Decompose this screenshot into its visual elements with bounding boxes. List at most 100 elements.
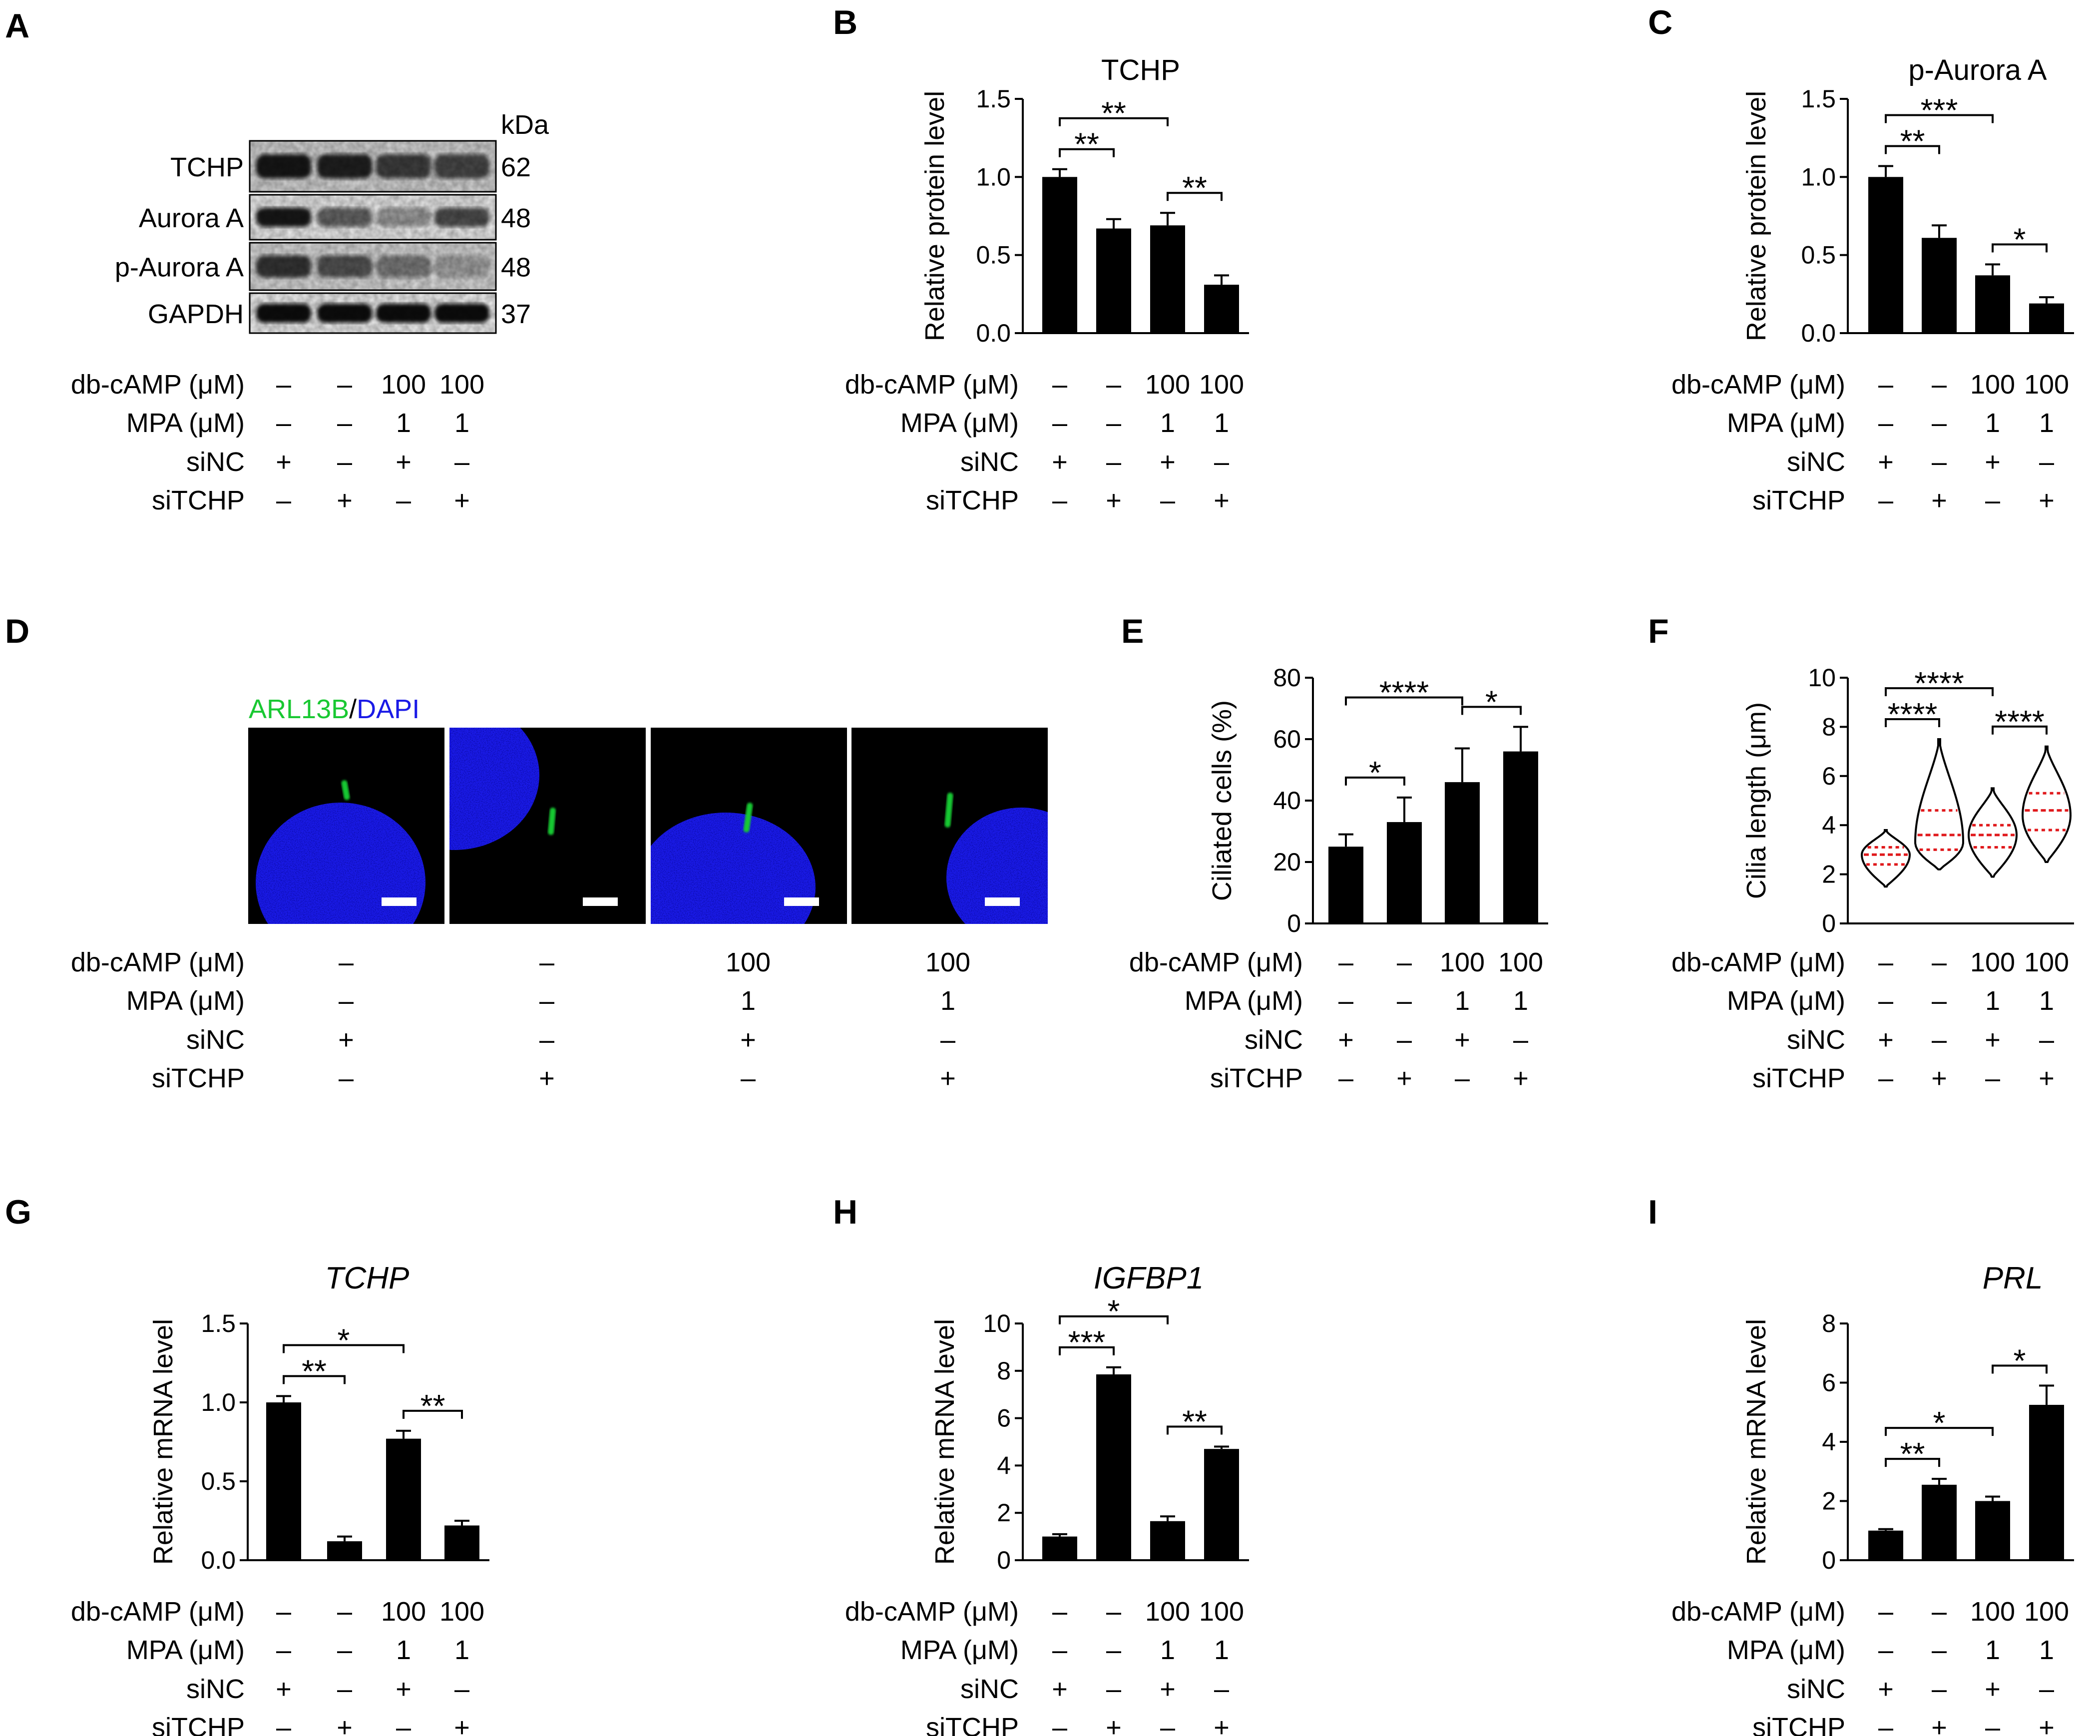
sig-label-h-1: * bbox=[1108, 1294, 1120, 1329]
i-cond-value-1-2: 1 bbox=[1985, 1635, 2000, 1665]
bar-b-2 bbox=[1150, 225, 1185, 333]
sig-label-b-2: ** bbox=[1182, 170, 1207, 206]
e-cond-value-3-0: – bbox=[1338, 1063, 1353, 1093]
panel-label-i: I bbox=[1648, 1193, 1658, 1231]
i-cond-value-2-3: – bbox=[2039, 1674, 2054, 1704]
y-tick-label-g-0: 0.0 bbox=[201, 1546, 236, 1574]
sig-label-h-2: ** bbox=[1182, 1403, 1207, 1439]
y-tick-label-h-0: 0 bbox=[997, 1546, 1011, 1574]
panel-b-chart: B TCHP Relative protein level 0.0 0.5 1.0 1.5 *… bbox=[833, 3, 1249, 515]
b-cond-value-0-2: 100 bbox=[1145, 370, 1190, 400]
h-cond-label-2: siNC bbox=[960, 1674, 1019, 1704]
b-cond-label-3: siTCHP bbox=[926, 485, 1019, 515]
blot-kda-label-1: 48 bbox=[501, 203, 531, 233]
sig-label-f-1: **** bbox=[1914, 665, 1964, 701]
c-cond-value-1-3: 1 bbox=[2039, 408, 2054, 438]
a-cond-value-0-2: 100 bbox=[381, 370, 426, 400]
h-cond-value-0-3: 100 bbox=[1199, 1597, 1244, 1627]
d-cond-value-1-1: – bbox=[539, 986, 554, 1016]
i-cond-value-1-0: – bbox=[1878, 1635, 1893, 1665]
cilium-3 bbox=[944, 793, 953, 828]
scale-bar-3 bbox=[985, 897, 1020, 906]
e-cond-value-2-0: + bbox=[1338, 1025, 1354, 1055]
cilium-0 bbox=[341, 780, 350, 800]
c-cond-value-0-0: – bbox=[1878, 370, 1893, 400]
h-cond-value-1-3: 1 bbox=[1214, 1635, 1229, 1665]
f-cond-value-2-2: + bbox=[1985, 1025, 2001, 1055]
y-tick-label-e-0: 0 bbox=[1287, 909, 1301, 937]
y-axis-label-h: Relative mRNA level bbox=[930, 1319, 960, 1565]
bar-g-1 bbox=[327, 1541, 362, 1560]
sig-label-f-0: **** bbox=[1888, 696, 1938, 732]
sig-label-b-1: ** bbox=[1101, 95, 1126, 131]
y-tick-label-c-3: 1.5 bbox=[1801, 85, 1836, 113]
f-cond-label-0: db-cAMP (μM) bbox=[1672, 947, 1845, 977]
panel-c-chart: Cp-Aurora A Relative protein level 0.0 0.5 1… bbox=[1648, 3, 2074, 515]
g-cond-value-2-0: + bbox=[276, 1674, 292, 1704]
y-tick-label-i-1: 2 bbox=[1822, 1487, 1836, 1515]
legend-dapi: DAPI bbox=[357, 694, 420, 724]
c-cond-label-3: siTCHP bbox=[1752, 485, 1845, 515]
c-cond-value-2-2: + bbox=[1985, 447, 2001, 477]
f-cond-value-2-3: – bbox=[2039, 1025, 2054, 1055]
h-cond-value-2-0: + bbox=[1052, 1674, 1068, 1704]
panel-a-western-blot: A kDa TCHP 62 Aurora A 48 p-Aurora A 48 GAPDH 3… bbox=[5, 7, 549, 515]
f-cond-value-2-0: + bbox=[1878, 1025, 1894, 1055]
y-tick-label-b-3: 1.5 bbox=[976, 85, 1011, 113]
h-cond-value-3-0: – bbox=[1052, 1713, 1067, 1736]
f-cond-label-2: siNC bbox=[1787, 1025, 1845, 1055]
y-tick-label-b-2: 1.0 bbox=[976, 163, 1011, 191]
d-cond-value-3-3: + bbox=[940, 1063, 956, 1093]
f-cond-value-1-0: – bbox=[1878, 986, 1893, 1016]
sig-bracket-g-1 bbox=[283, 1344, 405, 1353]
sig-bracket-b-1 bbox=[1059, 117, 1169, 126]
y-tick-label-e-1: 20 bbox=[1273, 848, 1301, 876]
i-cond-value-2-2: + bbox=[1985, 1674, 2001, 1704]
micrograph-content-3 bbox=[851, 728, 1048, 924]
y-tick-label-f-1: 2 bbox=[1822, 861, 1836, 888]
scale-bar-1 bbox=[583, 897, 618, 906]
a-cond-value-1-2: 1 bbox=[396, 408, 411, 438]
b-cond-value-0-3: 100 bbox=[1199, 370, 1244, 400]
e-cond-value-1-2: 1 bbox=[1455, 986, 1470, 1016]
d-cond-value-3-2: – bbox=[741, 1063, 756, 1093]
sig-bracket-e-2 bbox=[1461, 706, 1522, 715]
d-cond-label-1: MPA (μM) bbox=[126, 986, 245, 1016]
a-cond-value-0-3: 100 bbox=[439, 370, 484, 400]
y-axis-label-c: Relative protein level bbox=[1741, 91, 1771, 341]
g-cond-value-3-0: – bbox=[276, 1713, 291, 1736]
chart-title-b: TCHP bbox=[1101, 54, 1180, 86]
d-cond-value-2-3: – bbox=[940, 1025, 955, 1055]
y-axis-label-f: Cilia length (μm) bbox=[1741, 702, 1771, 899]
sig-bracket-b-0 bbox=[1059, 148, 1115, 157]
g-cond-value-2-2: + bbox=[396, 1674, 412, 1704]
y-tick-label-c-0: 0.0 bbox=[1801, 319, 1836, 347]
y-tick-label-f-5: 10 bbox=[1808, 664, 1836, 692]
sig-label-c-2: * bbox=[2014, 221, 2026, 257]
scale-bar-0 bbox=[382, 897, 417, 906]
e-cond-value-1-1: – bbox=[1397, 986, 1412, 1016]
bar-c-1 bbox=[1922, 238, 1957, 333]
blot-texture-2 bbox=[250, 243, 496, 290]
nucleus-texture-2 bbox=[651, 813, 816, 924]
b-cond-label-2: siNC bbox=[960, 447, 1019, 477]
cilium-2 bbox=[743, 803, 753, 833]
bar-h-3 bbox=[1204, 1449, 1239, 1560]
i-cond-value-0-0: – bbox=[1878, 1597, 1893, 1627]
blot-strip-frame-0 bbox=[249, 140, 497, 193]
e-cond-value-2-3: – bbox=[1513, 1025, 1528, 1055]
panel-label-g: G bbox=[5, 1193, 31, 1231]
sig-bracket-c-0 bbox=[1885, 145, 1940, 154]
b-cond-label-1: MPA (μM) bbox=[900, 408, 1019, 438]
y-tick-label-g-2: 1.0 bbox=[201, 1388, 236, 1416]
i-cond-value-0-2: 100 bbox=[1970, 1597, 2015, 1627]
d-cond-value-1-0: – bbox=[339, 986, 354, 1016]
b-cond-value-3-2: – bbox=[1160, 485, 1175, 515]
panel-label-e: E bbox=[1121, 612, 1144, 650]
y-tick-label-h-4: 8 bbox=[997, 1357, 1011, 1385]
h-cond-label-3: siTCHP bbox=[926, 1713, 1019, 1736]
sig-label-g-2: ** bbox=[420, 1388, 445, 1424]
bar-h-1 bbox=[1096, 1374, 1131, 1560]
h-cond-value-3-2: – bbox=[1160, 1713, 1175, 1736]
nucleus-texture-0 bbox=[256, 803, 425, 924]
